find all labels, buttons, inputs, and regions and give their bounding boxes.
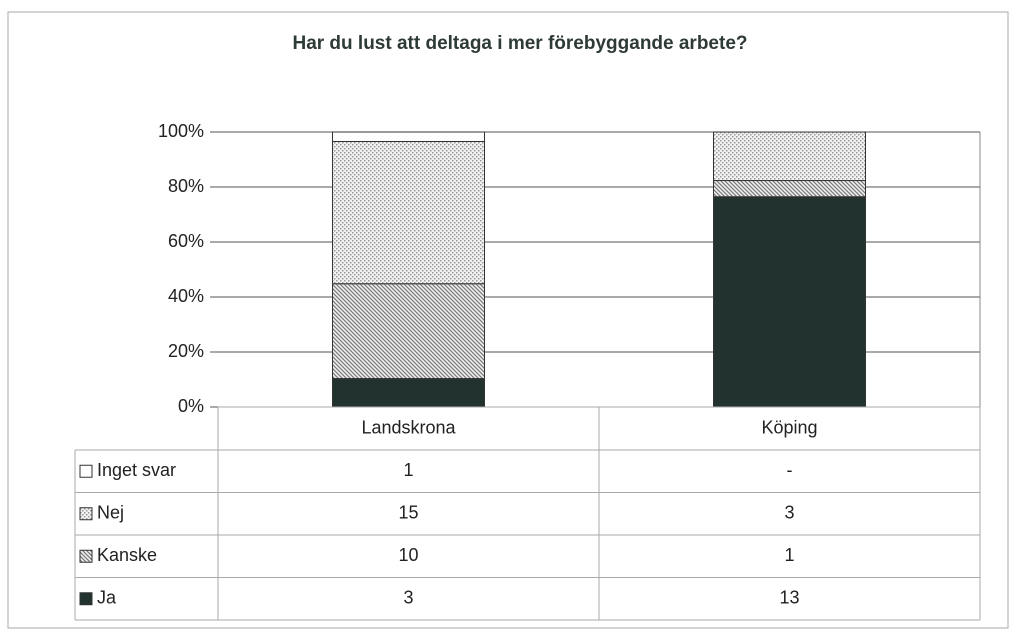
table-value: - bbox=[787, 460, 793, 480]
x-tick-label: Landskrona bbox=[361, 417, 456, 437]
y-tick-label: 60% bbox=[168, 231, 204, 251]
legend-key bbox=[79, 549, 93, 563]
bar-segment bbox=[332, 131, 485, 142]
legend-label: Ja bbox=[97, 588, 117, 608]
y-tick-label: 20% bbox=[168, 341, 204, 361]
y-tick-label: 0% bbox=[178, 396, 204, 416]
legend-label: Kanske bbox=[97, 545, 157, 565]
bar-segment bbox=[713, 196, 866, 408]
frame bbox=[7, 11, 1009, 629]
legend-label: Nej bbox=[97, 503, 124, 523]
legend-label: Inget svar bbox=[97, 460, 176, 480]
chart-title: Har du lust att deltaga i mer förebyggan… bbox=[292, 33, 747, 54]
y-tick-label: 100% bbox=[158, 121, 204, 141]
bar-segment bbox=[713, 131, 866, 182]
legend-key bbox=[79, 507, 93, 521]
bar-segment bbox=[332, 140, 485, 285]
x-tick-label: Köping bbox=[761, 417, 817, 437]
legend-key bbox=[79, 464, 93, 478]
table-value: 13 bbox=[779, 588, 799, 608]
table-value: 3 bbox=[403, 588, 413, 608]
table-value: 10 bbox=[398, 545, 418, 565]
table-value: 3 bbox=[784, 503, 794, 523]
legend-key bbox=[79, 592, 93, 606]
table-value: 1 bbox=[403, 460, 413, 480]
bar-segment bbox=[713, 180, 866, 198]
bar-segment bbox=[332, 378, 485, 408]
y-tick-label: 40% bbox=[168, 286, 204, 306]
table-value: 15 bbox=[398, 503, 418, 523]
bar-segment bbox=[332, 283, 485, 380]
y-tick-label: 80% bbox=[168, 176, 204, 196]
table-value: 1 bbox=[784, 545, 794, 565]
